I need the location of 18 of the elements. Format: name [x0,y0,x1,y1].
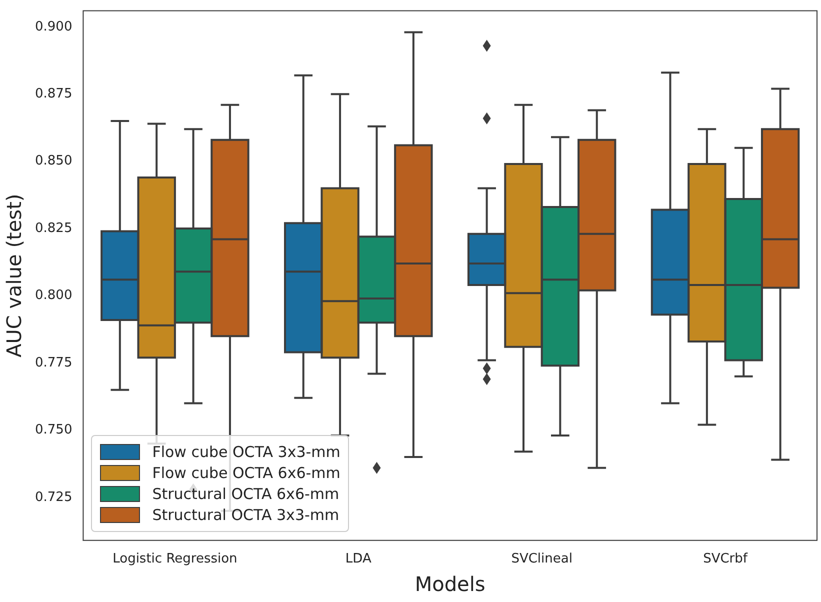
y-tick-label: 0.825 [35,220,72,236]
legend-label: Structural OCTA 6x6-mm [152,485,340,504]
x-axis-title: Models [414,572,486,596]
y-tick-label: 0.900 [35,19,72,34]
y-tick-label: 0.725 [35,490,72,505]
x-tick-label: LDA [345,552,372,567]
y-axis-title: AUC value (test) [2,194,26,358]
y-tick-label: 0.850 [35,154,72,169]
x-tick-label: Logistic Regression [112,552,238,567]
y-tick-label: 0.775 [35,355,72,370]
legend-label: Flow cube OCTA 6x6-mm [152,464,340,482]
y-tick-label: 0.800 [35,288,72,304]
legend-label: Flow cube OCTA 3x3-mm [152,443,340,462]
y-tick-label: 0.750 [35,422,72,438]
x-tick-label: SVClineal [511,552,572,567]
legend-label: Structural OCTA 3x3-mm [152,506,340,524]
y-tick-label: 0.875 [35,86,72,102]
x-tick-label: SVCrbf [703,552,748,567]
